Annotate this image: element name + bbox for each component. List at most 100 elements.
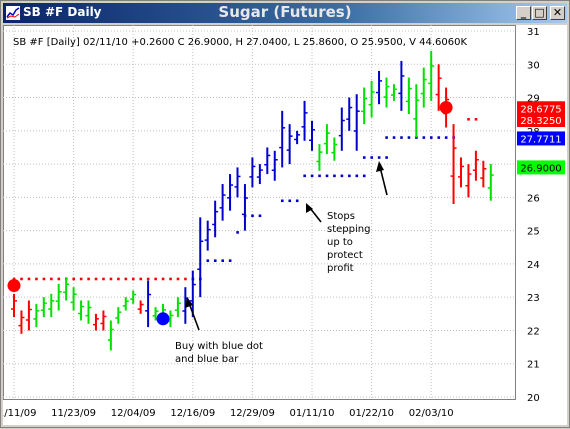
- stop-dot: [132, 277, 135, 281]
- stops-annotation-line-1: Stops: [327, 211, 355, 222]
- stop-dot: [370, 156, 373, 159]
- stop-dot: [206, 259, 210, 262]
- window-title: SB #F Daily: [23, 5, 102, 19]
- price-bar: [376, 70, 383, 105]
- stop-dot: [362, 174, 366, 178]
- stop-dot: [362, 156, 366, 159]
- x-tick-label: 02/03/10: [409, 408, 454, 419]
- stop-dot: [288, 199, 292, 203]
- price-tag: 26.9000: [517, 160, 565, 175]
- price-bar: [383, 77, 390, 108]
- price-bar: [40, 297, 47, 318]
- price-bar: [413, 84, 420, 138]
- y-tick-label: 20: [527, 393, 540, 404]
- price-bar: [256, 164, 263, 185]
- stops-annotation-line-4: protect: [327, 250, 363, 261]
- price-bar: [390, 84, 397, 101]
- price-bar: [197, 217, 204, 298]
- title-bar[interactable]: SB #F Daily Sugar (Futures) _ □ ✕: [3, 3, 567, 23]
- price-bar: [487, 164, 494, 201]
- price-bar: [107, 320, 114, 351]
- x-tick-label: 11/11/09: [3, 408, 36, 419]
- price-bar: [130, 290, 137, 304]
- price-bar: [465, 164, 472, 198]
- price-tag: 27.7711: [517, 131, 565, 146]
- stop-dot: [213, 259, 217, 262]
- y-axis: 202122232425262728293031: [527, 27, 540, 404]
- price-bar: [368, 80, 375, 118]
- x-tick-label: 12/29/09: [230, 408, 275, 419]
- signal-dot: [7, 279, 21, 293]
- stop-dot: [444, 136, 448, 139]
- stop-dot: [154, 277, 157, 281]
- stop-dot: [35, 277, 38, 281]
- price-bar: [294, 130, 301, 145]
- price-bar: [398, 60, 405, 111]
- price-tag: 28.6775: [517, 101, 565, 116]
- buy-annotation: Buy with blue dot and blue bar: [175, 341, 266, 365]
- price-bar: [63, 277, 70, 301]
- stop-dot: [415, 136, 418, 139]
- price-bar: [145, 280, 152, 328]
- y-tick-label: 30: [527, 60, 540, 71]
- stops-annotation: Stops stepping up to protect profit: [327, 211, 374, 274]
- stop-dot: [392, 136, 396, 139]
- stop-dot: [117, 277, 120, 281]
- stop-dot: [385, 156, 388, 159]
- y-tick-label: 23: [527, 293, 540, 304]
- stops-annotation-line-2: stepping: [327, 224, 370, 235]
- price-bar: [331, 137, 338, 161]
- stop-dot: [146, 277, 150, 281]
- price-tag-box: [517, 101, 565, 116]
- chart-app-icon: [6, 6, 20, 20]
- y-tick-label: 26: [527, 193, 540, 204]
- stop-dot: [303, 174, 306, 178]
- price-chart[interactable]: 202122232425262728293031 11/11/0911/23/0…: [0, 25, 567, 425]
- y-tick-label: 25: [527, 227, 540, 238]
- minimize-button[interactable]: _: [516, 6, 531, 20]
- price-bar: [55, 283, 62, 311]
- stop-dot: [474, 117, 478, 121]
- stop-dot: [355, 174, 359, 178]
- signal-dot: [156, 312, 170, 326]
- stop-dot: [50, 277, 53, 281]
- price-bar: [458, 157, 464, 188]
- price-bar: [204, 220, 211, 251]
- price-bar: [286, 124, 293, 165]
- stop-dot: [87, 277, 90, 281]
- price-bar: [323, 124, 330, 155]
- stop-dot: [102, 277, 105, 281]
- stop-dot: [377, 156, 381, 159]
- price-bar: [428, 50, 435, 101]
- stop-dot: [407, 136, 411, 139]
- price-bar: [11, 293, 17, 318]
- stop-dot: [161, 277, 165, 281]
- price-bar: [480, 160, 487, 188]
- price-bar: [420, 67, 427, 108]
- close-button[interactable]: ✕: [550, 6, 565, 20]
- stops-arrow-1: [309, 207, 322, 223]
- stops-arrow-2: [379, 166, 388, 196]
- x-tick-label: 12/04/09: [111, 408, 156, 419]
- price-bar: [189, 270, 196, 318]
- stop-dots: [12, 117, 478, 281]
- price-bar: [279, 110, 286, 168]
- stop-dot: [184, 277, 187, 281]
- x-tick-label: 01/22/10: [349, 408, 394, 419]
- price-tag-text: 26.9000: [520, 163, 561, 174]
- price-bar: [241, 184, 248, 231]
- maximize-button[interactable]: □: [532, 6, 547, 20]
- chart-area[interactable]: 202122232425262728293031 11/11/0911/23/0…: [0, 25, 567, 425]
- x-tick-label: 11/23/09: [51, 408, 96, 419]
- stops-annotation-line-3: up to: [327, 237, 353, 248]
- stop-dot: [228, 259, 232, 262]
- price-bar: [92, 313, 99, 331]
- stop-dot: [437, 136, 441, 139]
- price-bar: [115, 307, 122, 324]
- stop-dot: [281, 199, 284, 203]
- stop-dot: [221, 259, 224, 262]
- price-bar: [361, 87, 368, 125]
- stop-dot: [12, 277, 16, 281]
- price-bar: [271, 150, 278, 181]
- stop-dot: [42, 277, 46, 281]
